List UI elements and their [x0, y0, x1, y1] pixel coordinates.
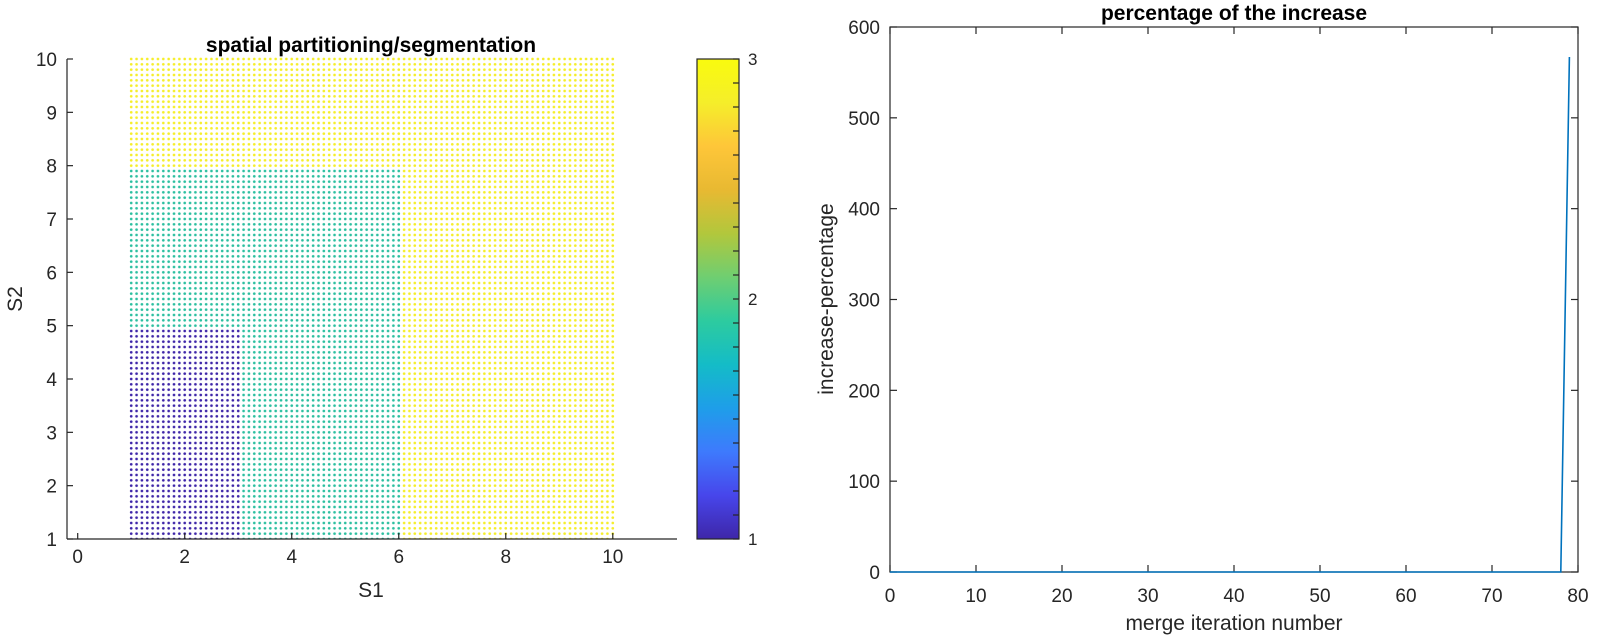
right-x-tick-label: 10 — [965, 586, 986, 607]
left-y-tick-label: 7 — [46, 210, 57, 231]
right-x-tick-label: 50 — [1309, 586, 1330, 607]
left-y-tick-label: 8 — [46, 157, 57, 178]
increase-percentage-chart-title: percentage of the increase — [1101, 2, 1367, 25]
colorbar: 1 2 3 — [696, 50, 757, 549]
right-y-tick-label: 100 — [848, 472, 880, 493]
left-y-tick-label: 6 — [46, 263, 57, 284]
left-x-tick-label: 2 — [179, 547, 190, 568]
left-y-tick-label: 5 — [46, 317, 57, 338]
left-x-tick-label: 4 — [286, 547, 297, 568]
right-y-tick-label: 600 — [848, 18, 880, 39]
left-y-ticks: 1 2 3 4 5 6 7 8 9 10 — [36, 50, 73, 551]
right-x-tick-label: 70 — [1481, 586, 1502, 607]
left-y-axis-label: S2 — [4, 286, 27, 312]
left-y-tick-label: 9 — [46, 103, 57, 124]
left-y-tick-label: 4 — [46, 370, 57, 391]
right-x-tick-label: 0 — [885, 586, 896, 607]
colorbar-ticks: 1 2 3 — [733, 50, 757, 549]
left-y-tick-label: 3 — [46, 423, 57, 444]
colorbar-tick-label: 1 — [748, 530, 757, 549]
right-y-tick-label: 300 — [848, 291, 880, 312]
left-y-tick-label: 1 — [46, 530, 57, 551]
right-x-tick-label: 40 — [1223, 586, 1244, 607]
left-x-axis-label: S1 — [358, 579, 384, 602]
segmentation-chart-title: spatial partitioning/segmentation — [206, 34, 536, 57]
right-y-tick-label: 500 — [848, 109, 880, 130]
right-x-tick-label: 20 — [1051, 586, 1072, 607]
left-y-tick-label: 10 — [36, 50, 57, 71]
right-plot-box — [889, 26, 1579, 573]
left-x-tick-label: 0 — [72, 547, 83, 568]
right-x-tick-label: 60 — [1395, 586, 1416, 607]
left-x-tick-label: 8 — [500, 547, 511, 568]
colorbar-tick-label: 3 — [748, 50, 757, 69]
right-x-tick-label: 30 — [1137, 586, 1158, 607]
right-x-ticks: 0 10 20 30 40 50 60 70 80 — [885, 27, 1589, 607]
left-x-ticks: 0 2 4 6 8 10 — [72, 533, 623, 568]
right-y-tick-label: 200 — [848, 381, 880, 402]
left-x-tick-label: 10 — [602, 547, 623, 568]
right-y-tick-label: 0 — [869, 563, 880, 584]
right-y-axis-label: increase-percentage — [815, 203, 838, 394]
segmentation-points — [128, 56, 616, 540]
segment-1-points — [128, 328, 241, 539]
right-x-tick-label: 80 — [1567, 586, 1588, 607]
right-x-axis-label: merge iteration number — [1125, 612, 1342, 635]
increase-percentage-series-line — [890, 56, 1571, 573]
colorbar-tick-label: 2 — [748, 290, 757, 309]
left-x-tick-label: 6 — [393, 547, 404, 568]
right-y-tick-label: 400 — [848, 200, 880, 221]
increase-percentage-chart: percentage of the increase 0 10 20 30 40 50 60… — [815, 2, 1589, 635]
left-y-tick-label: 2 — [46, 477, 57, 498]
colorbar-gradient — [696, 58, 740, 540]
right-y-ticks: 0 100 200 300 400 500 600 — [848, 18, 1578, 584]
